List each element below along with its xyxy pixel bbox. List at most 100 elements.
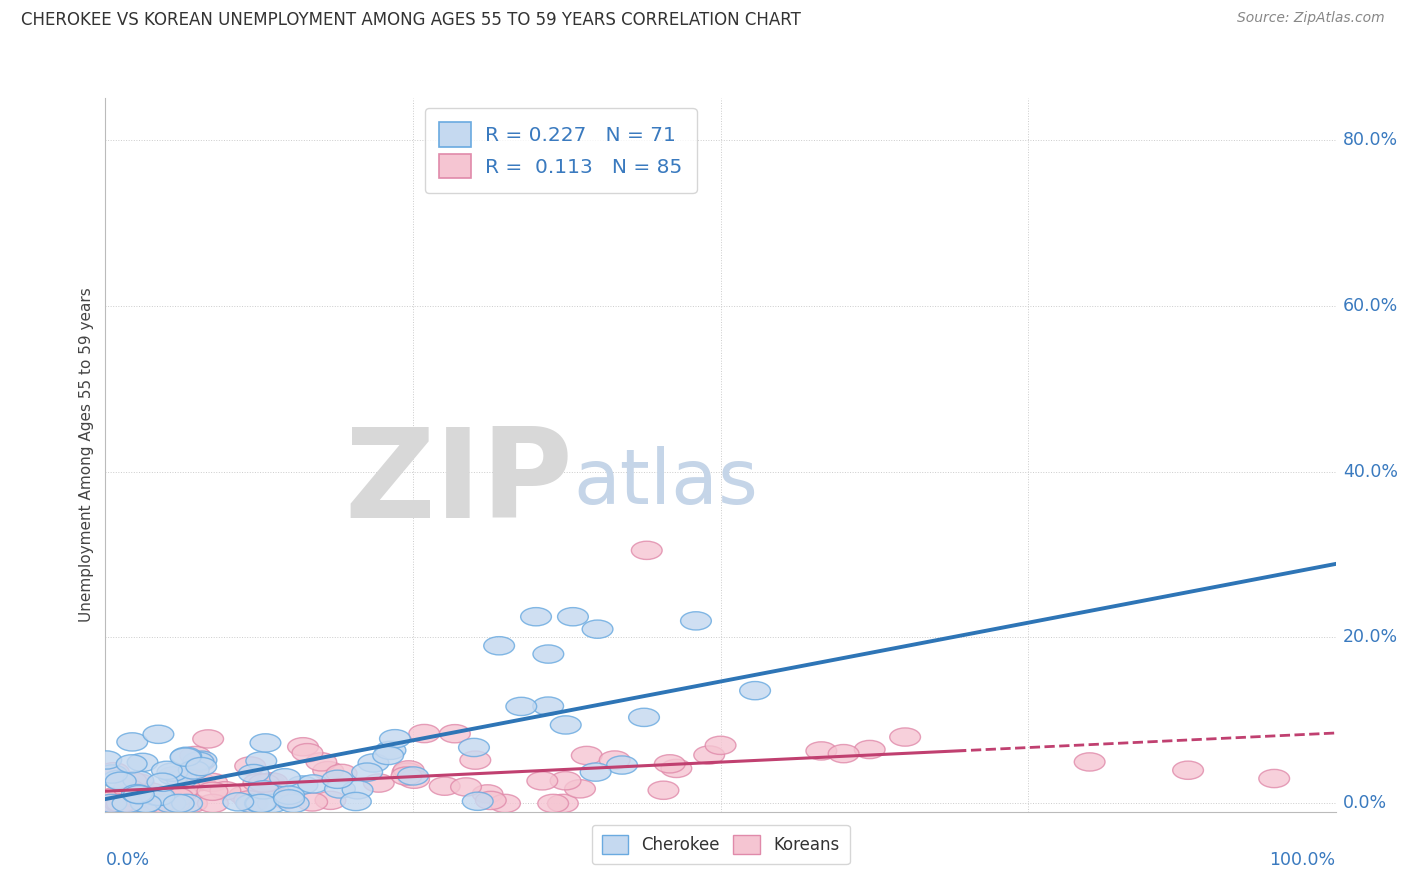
Ellipse shape bbox=[153, 794, 184, 813]
Ellipse shape bbox=[157, 767, 188, 785]
Ellipse shape bbox=[363, 774, 394, 792]
Ellipse shape bbox=[157, 763, 188, 781]
Ellipse shape bbox=[606, 756, 637, 774]
Ellipse shape bbox=[506, 698, 537, 715]
Ellipse shape bbox=[484, 637, 515, 655]
Ellipse shape bbox=[117, 732, 148, 751]
Ellipse shape bbox=[184, 753, 215, 772]
Ellipse shape bbox=[96, 794, 127, 813]
Ellipse shape bbox=[184, 772, 215, 791]
Ellipse shape bbox=[399, 770, 429, 789]
Ellipse shape bbox=[170, 779, 201, 797]
Y-axis label: Unemployment Among Ages 55 to 59 years: Unemployment Among Ages 55 to 59 years bbox=[79, 287, 94, 623]
Ellipse shape bbox=[547, 794, 578, 813]
Ellipse shape bbox=[179, 761, 209, 779]
Ellipse shape bbox=[186, 757, 217, 776]
Ellipse shape bbox=[117, 755, 148, 773]
Ellipse shape bbox=[463, 792, 494, 811]
Ellipse shape bbox=[124, 774, 155, 792]
Ellipse shape bbox=[114, 780, 143, 797]
Text: atlas: atlas bbox=[574, 447, 758, 520]
Ellipse shape bbox=[180, 747, 211, 764]
Ellipse shape bbox=[409, 724, 440, 743]
Ellipse shape bbox=[250, 734, 281, 752]
Ellipse shape bbox=[236, 794, 267, 813]
Ellipse shape bbox=[142, 788, 173, 805]
Ellipse shape bbox=[533, 697, 564, 715]
Ellipse shape bbox=[115, 772, 146, 789]
Ellipse shape bbox=[380, 730, 411, 747]
Ellipse shape bbox=[233, 791, 264, 809]
Ellipse shape bbox=[238, 794, 269, 813]
Ellipse shape bbox=[186, 751, 217, 769]
Ellipse shape bbox=[582, 620, 613, 639]
Ellipse shape bbox=[162, 767, 191, 786]
Ellipse shape bbox=[118, 794, 149, 813]
Ellipse shape bbox=[254, 777, 285, 795]
Ellipse shape bbox=[274, 789, 305, 808]
Ellipse shape bbox=[890, 728, 921, 747]
Ellipse shape bbox=[224, 793, 253, 811]
Ellipse shape bbox=[270, 769, 301, 787]
Ellipse shape bbox=[122, 784, 153, 802]
Ellipse shape bbox=[243, 773, 274, 792]
Ellipse shape bbox=[131, 794, 162, 813]
Ellipse shape bbox=[520, 607, 551, 626]
Ellipse shape bbox=[315, 791, 346, 809]
Ellipse shape bbox=[527, 772, 558, 790]
Ellipse shape bbox=[550, 715, 581, 734]
Ellipse shape bbox=[1074, 753, 1105, 771]
Ellipse shape bbox=[91, 751, 122, 769]
Ellipse shape bbox=[392, 763, 423, 781]
Ellipse shape bbox=[112, 794, 143, 813]
Ellipse shape bbox=[246, 794, 277, 813]
Ellipse shape bbox=[166, 770, 197, 789]
Text: 100.0%: 100.0% bbox=[1270, 851, 1336, 869]
Text: 60.0%: 60.0% bbox=[1343, 296, 1398, 315]
Ellipse shape bbox=[246, 752, 277, 770]
Ellipse shape bbox=[172, 794, 202, 813]
Ellipse shape bbox=[193, 730, 224, 748]
Text: 0.0%: 0.0% bbox=[105, 851, 149, 869]
Ellipse shape bbox=[654, 755, 685, 773]
Ellipse shape bbox=[828, 745, 859, 763]
Text: 80.0%: 80.0% bbox=[1343, 130, 1398, 149]
Ellipse shape bbox=[297, 793, 328, 811]
Ellipse shape bbox=[271, 790, 302, 809]
Ellipse shape bbox=[172, 747, 201, 765]
Ellipse shape bbox=[1258, 770, 1289, 788]
Ellipse shape bbox=[693, 746, 724, 764]
Ellipse shape bbox=[96, 794, 127, 813]
Ellipse shape bbox=[806, 742, 837, 760]
Ellipse shape bbox=[107, 794, 138, 813]
Ellipse shape bbox=[177, 794, 207, 813]
Ellipse shape bbox=[197, 782, 228, 800]
Ellipse shape bbox=[359, 754, 389, 772]
Ellipse shape bbox=[124, 786, 155, 804]
Ellipse shape bbox=[1173, 761, 1204, 780]
Ellipse shape bbox=[209, 781, 240, 800]
Ellipse shape bbox=[143, 788, 174, 805]
Ellipse shape bbox=[170, 748, 201, 766]
Ellipse shape bbox=[298, 775, 329, 793]
Ellipse shape bbox=[131, 794, 162, 813]
Ellipse shape bbox=[391, 767, 422, 785]
Ellipse shape bbox=[122, 785, 152, 803]
Ellipse shape bbox=[375, 741, 406, 759]
Ellipse shape bbox=[325, 780, 356, 798]
Ellipse shape bbox=[451, 778, 481, 796]
Ellipse shape bbox=[312, 762, 343, 780]
Ellipse shape bbox=[855, 740, 884, 759]
Ellipse shape bbox=[288, 738, 318, 756]
Ellipse shape bbox=[394, 761, 425, 779]
Ellipse shape bbox=[322, 770, 353, 789]
Ellipse shape bbox=[429, 777, 460, 796]
Ellipse shape bbox=[571, 747, 602, 764]
Ellipse shape bbox=[155, 794, 186, 813]
Ellipse shape bbox=[648, 781, 679, 799]
Ellipse shape bbox=[129, 794, 160, 813]
Ellipse shape bbox=[145, 794, 176, 813]
Text: CHEROKEE VS KOREAN UNEMPLOYMENT AMONG AGES 55 TO 59 YEARS CORRELATION CHART: CHEROKEE VS KOREAN UNEMPLOYMENT AMONG AG… bbox=[21, 11, 801, 29]
Ellipse shape bbox=[197, 773, 228, 791]
Ellipse shape bbox=[440, 724, 470, 743]
